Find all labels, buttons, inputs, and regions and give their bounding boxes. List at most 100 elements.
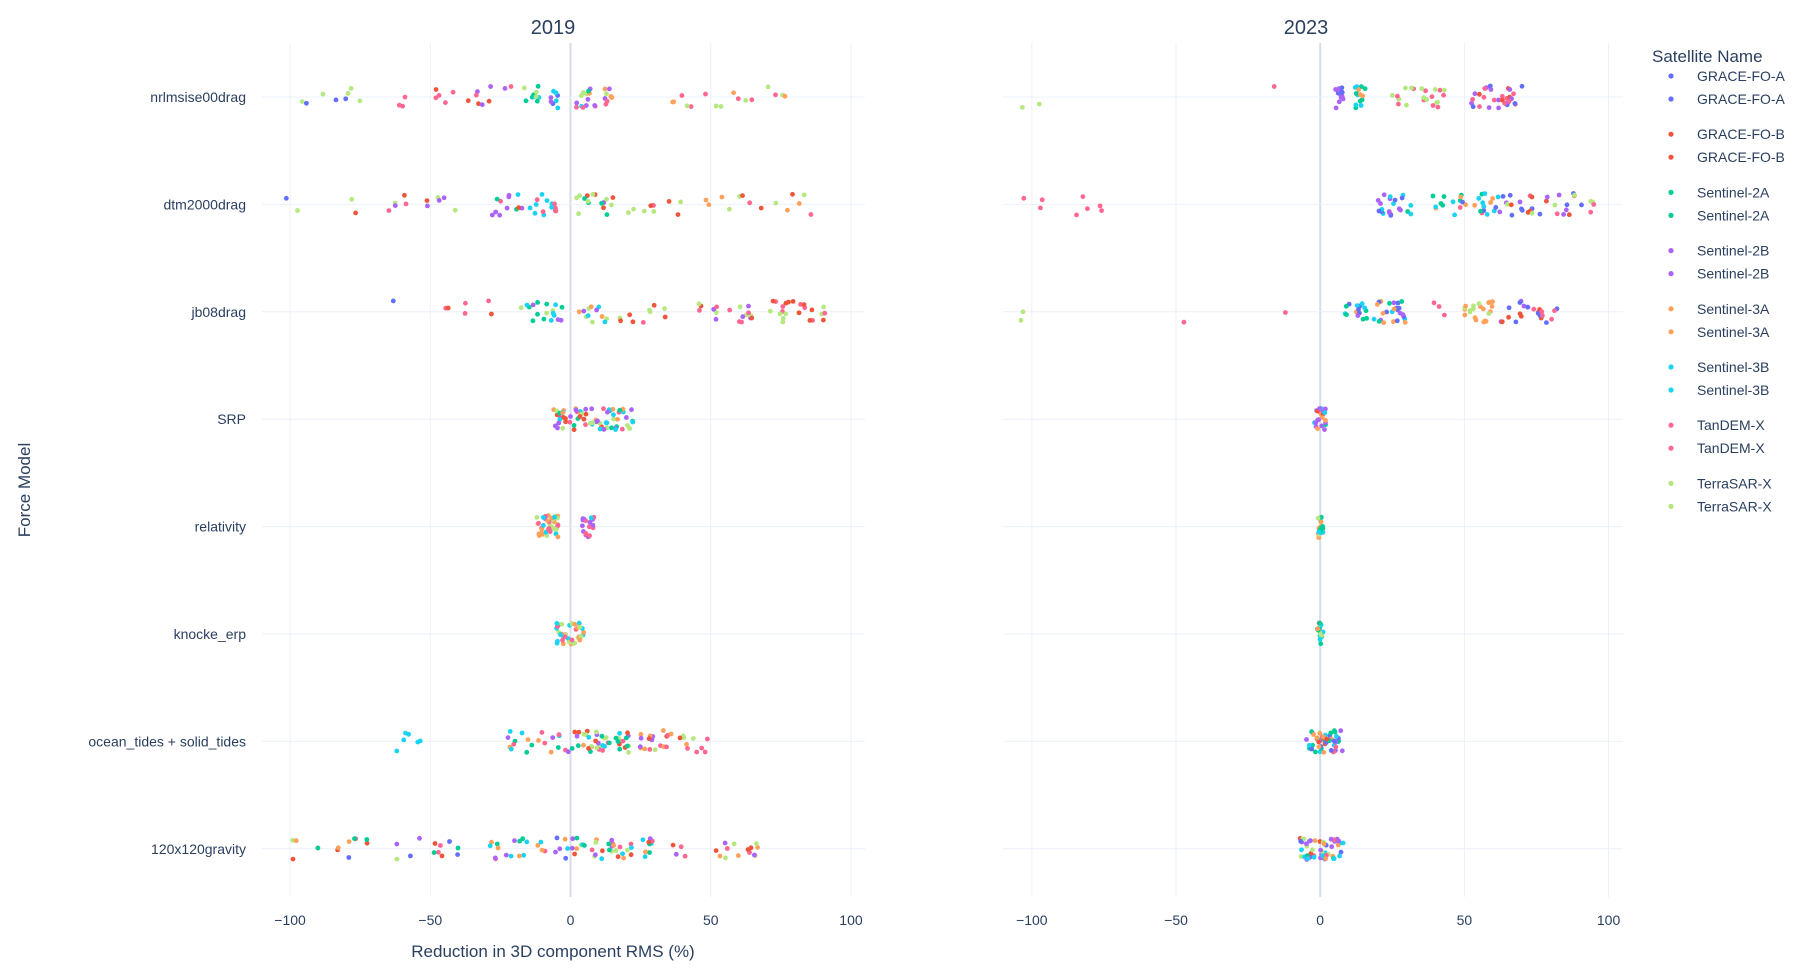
- point-tandem-x: [1431, 300, 1437, 306]
- point-grace-fo-b: [600, 848, 605, 854]
- point-terrasar-x: [1529, 210, 1535, 216]
- point-sentinel-3b: [558, 632, 563, 638]
- point-grace-fo-b: [801, 302, 807, 307]
- point-sentinel-3b: [1371, 316, 1377, 322]
- point-grace-fo-b: [516, 205, 522, 211]
- legend-item-tandem-x[interactable]: TanDEM-X: [1668, 440, 1765, 456]
- legend-item-terrasar-x[interactable]: TerraSAR-X: [1668, 498, 1772, 514]
- point-grace-fo-a: [343, 96, 349, 102]
- legend-item-sentinel-3b[interactable]: Sentinel-3B: [1668, 359, 1769, 375]
- legend-item-sentinel-3b[interactable]: Sentinel-3B: [1668, 382, 1769, 398]
- point-sentinel-3a: [539, 847, 545, 853]
- point-sentinel-2a: [1387, 300, 1392, 306]
- point-grace-fo-a: [1338, 849, 1344, 855]
- point-sentinel-3a: [545, 518, 550, 524]
- x-tick-label: 0: [567, 912, 575, 928]
- point-sentinel-2b: [593, 852, 598, 858]
- point-grace-fo-b: [1518, 313, 1524, 319]
- point-sentinel-2a: [1376, 319, 1382, 324]
- point-sentinel-3b: [1476, 196, 1482, 201]
- point-sentinel-2b: [565, 749, 571, 755]
- panel-2019: 2019 −100 −50 0 50 100: [262, 17, 865, 928]
- point-sentinel-3a: [574, 846, 580, 851]
- point-sentinel-2b: [569, 845, 575, 851]
- point-tandem-x: [1511, 91, 1516, 97]
- point-terrasar-x: [559, 621, 565, 627]
- point-tandem-x: [685, 746, 690, 751]
- point-grace-fo-b: [770, 298, 776, 304]
- legend-item-grace-fo-a[interactable]: GRACE-FO-A: [1668, 91, 1786, 107]
- point-tandem-x: [664, 744, 669, 750]
- point-grace-fo-a: [283, 195, 289, 201]
- point-sentinel-3a: [1380, 310, 1386, 316]
- point-tandem-x: [567, 419, 573, 425]
- point-tandem-x: [569, 637, 575, 643]
- point-sentinel-2b: [580, 523, 585, 529]
- legend-item-sentinel-2a[interactable]: Sentinel-2A: [1668, 207, 1770, 223]
- point-sentinel-3b: [1495, 194, 1501, 200]
- legend-item-grace-fo-b[interactable]: GRACE-FO-B: [1668, 149, 1785, 165]
- legend-item-sentinel-2b[interactable]: Sentinel-2B: [1668, 266, 1769, 282]
- point-sentinel-3b: [487, 843, 493, 849]
- legend-item-sentinel-3a[interactable]: Sentinel-3A: [1668, 301, 1770, 317]
- legend-item-sentinel-2a[interactable]: Sentinel-2A: [1668, 184, 1770, 200]
- point-sentinel-3b: [1299, 847, 1304, 853]
- point-sentinel-2b: [1563, 207, 1569, 213]
- point-sentinel-2b: [592, 103, 598, 108]
- point-terrasar-x: [534, 89, 539, 95]
- legend-item-tandem-x[interactable]: TanDEM-X: [1668, 417, 1765, 433]
- point-terrasar-x: [727, 206, 732, 212]
- legend-label: GRACE-FO-B: [1697, 126, 1785, 142]
- point-sentinel-3a: [1482, 318, 1488, 324]
- point-sentinel-2b: [585, 97, 591, 102]
- point-sentinel-3a: [782, 93, 788, 99]
- point-sentinel-2a: [1328, 730, 1334, 736]
- point-tandem-x: [1074, 212, 1079, 218]
- point-grace-fo-b: [675, 212, 681, 218]
- point-terrasar-x: [690, 736, 696, 741]
- point-sentinel-3b: [532, 210, 538, 216]
- point-sentinel-3b: [415, 739, 421, 745]
- point-terrasar-x: [625, 847, 630, 853]
- point-tandem-x: [534, 197, 540, 203]
- point-sentinel-3b: [539, 192, 545, 197]
- point-sentinel-2b: [746, 303, 751, 309]
- point-sentinel-3a: [796, 201, 802, 206]
- point-sentinel-3b: [640, 837, 646, 843]
- point-sentinel-2b: [555, 317, 561, 322]
- point-sentinel-2b: [394, 841, 400, 847]
- point-terrasar-x: [585, 198, 591, 204]
- point-terrasar-x: [574, 195, 579, 201]
- legend-item-grace-fo-b[interactable]: GRACE-FO-B: [1668, 126, 1785, 142]
- legend-label: TanDEM-X: [1697, 440, 1765, 456]
- legend-item-grace-fo-a[interactable]: GRACE-FO-A: [1668, 68, 1786, 84]
- point-tandem-x: [604, 98, 610, 104]
- point-tandem-x: [462, 311, 468, 316]
- x-axis-title: Reduction in 3D component RMS (%): [411, 942, 694, 961]
- point-sentinel-3a: [1472, 315, 1478, 321]
- point-terrasar-x: [801, 192, 807, 198]
- legend-marker: [1668, 96, 1674, 102]
- point-sentinel-2b: [1556, 192, 1562, 198]
- point-sentinel-3b: [1362, 305, 1367, 311]
- point-grace-fo-b: [1324, 736, 1330, 742]
- legend-marker: [1668, 329, 1674, 335]
- point-sentinel-2a: [1343, 303, 1349, 309]
- point-sentinel-3b: [620, 851, 625, 857]
- point-sentinel-3b: [576, 620, 582, 626]
- point-sentinel-2a: [455, 845, 461, 851]
- legend-item-sentinel-3a[interactable]: Sentinel-3A: [1668, 324, 1770, 340]
- point-terrasar-x: [1409, 85, 1414, 91]
- point-sentinel-2b: [1472, 91, 1478, 97]
- point-sentinel-2a: [315, 845, 321, 851]
- legend-item-terrasar-x[interactable]: TerraSAR-X: [1668, 475, 1772, 491]
- point-sentinel-3b: [1408, 211, 1414, 217]
- legend-item-sentinel-2b[interactable]: Sentinel-2B: [1668, 243, 1769, 259]
- point-sentinel-3b: [1433, 204, 1439, 210]
- point-tandem-x: [746, 310, 751, 316]
- point-tandem-x: [547, 529, 553, 535]
- point-sentinel-2b: [550, 735, 556, 740]
- point-sentinel-2b: [1391, 300, 1397, 306]
- point-sentinel-3a: [536, 738, 541, 743]
- grid-2023: [1003, 43, 1623, 897]
